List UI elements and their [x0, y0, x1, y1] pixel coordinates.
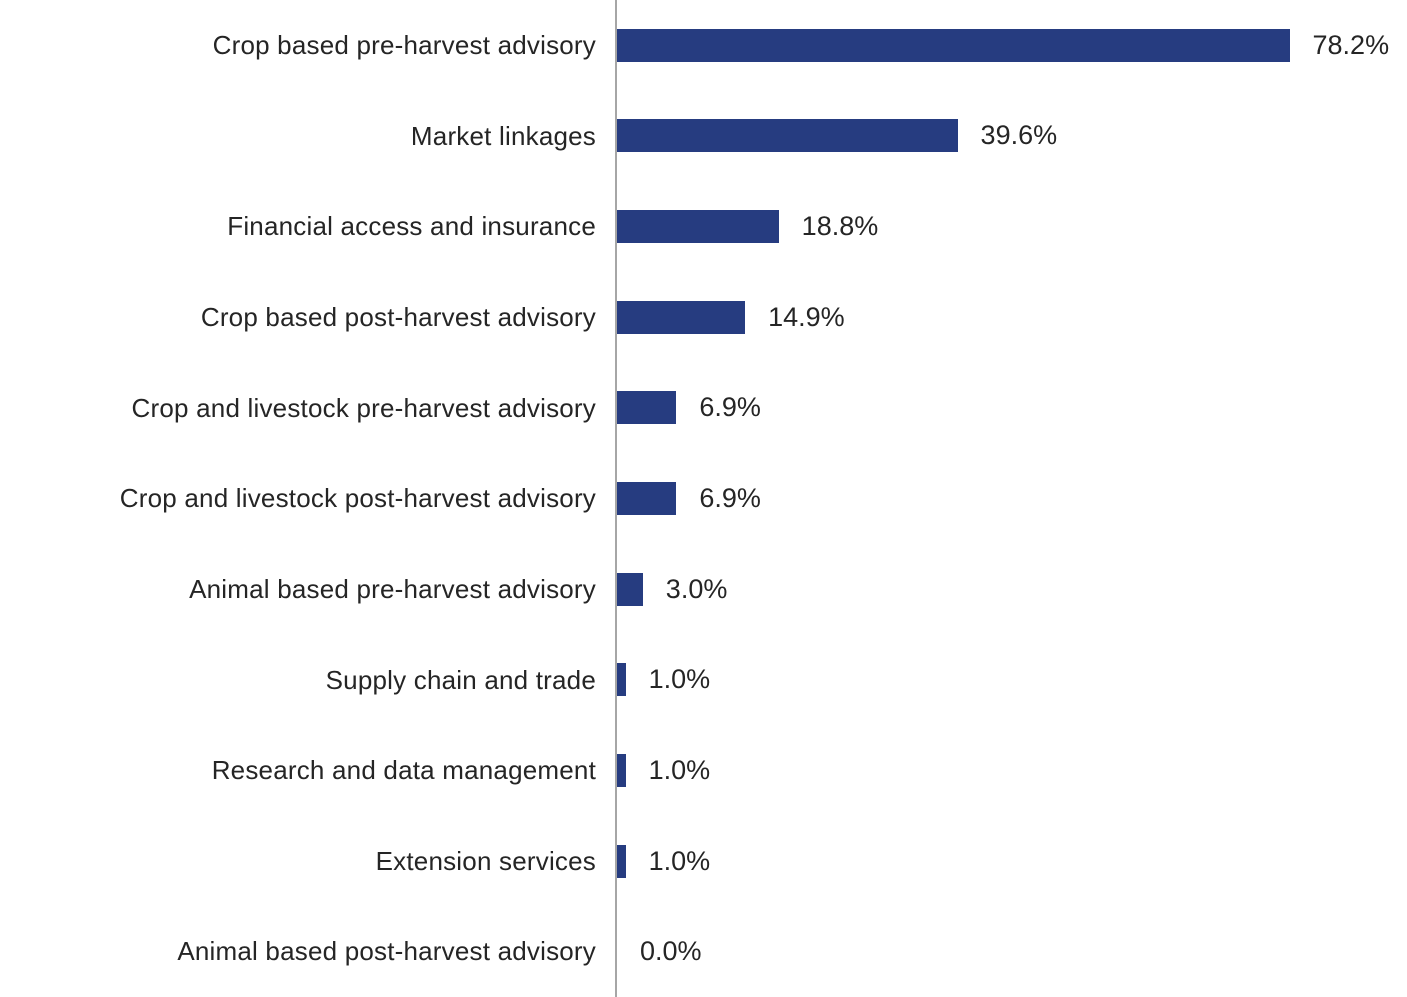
bar	[617, 482, 677, 516]
plot-row: 0.0%	[615, 906, 1407, 997]
chart-row: Financial access and insurance 18.8%	[0, 181, 1407, 272]
chart-row: Crop based pre-harvest advisory 78.2%	[0, 0, 1407, 91]
value-label: 14.9%	[768, 301, 845, 332]
category-label: Crop and livestock post-harvest advisory	[119, 483, 596, 514]
bar	[617, 28, 1290, 62]
chart-row: Crop based post-harvest advisory 14.9%	[0, 271, 1407, 363]
bar	[617, 572, 643, 606]
plot-row: 78.2%	[615, 0, 1407, 91]
bar	[617, 663, 626, 697]
category-label: Supply chain and trade	[325, 664, 596, 695]
plot-row: 1.0%	[615, 815, 1407, 907]
chart-row: Crop and livestock post-harvest advisory…	[0, 453, 1407, 544]
bar	[617, 119, 958, 153]
chart-row: Research and data management 1.0%	[0, 725, 1407, 816]
value-label: 6.9%	[699, 392, 761, 423]
value-label: 1.0%	[648, 754, 711, 785]
value-label: 39.6%	[980, 120, 1058, 151]
value-label: 1.0%	[648, 845, 711, 876]
plot-row: 18.8%	[615, 181, 1407, 272]
value-label: 78.2%	[1312, 29, 1390, 60]
category-label: Animal based post-harvest advisory	[177, 936, 596, 967]
category-label: Financial access and insurance	[227, 211, 596, 242]
plot-row: 39.6%	[615, 90, 1407, 182]
category-label: Market linkages	[410, 120, 596, 151]
chart-row: Crop and livestock pre-harvest advisory …	[0, 362, 1407, 454]
value-label: 18.8%	[801, 211, 879, 242]
plot-row: 6.9%	[615, 362, 1407, 454]
value-label: 3.0%	[665, 573, 728, 604]
plot-row: 1.0%	[615, 725, 1407, 816]
category-label: Research and data management	[211, 755, 596, 786]
bar	[617, 391, 677, 425]
category-label: Crop based pre-harvest advisory	[212, 30, 596, 61]
chart-row: Supply chain and trade 1.0%	[0, 634, 1407, 726]
bar	[617, 300, 746, 334]
category-label: Extension services	[375, 845, 596, 876]
bar	[617, 210, 779, 244]
category-label: Crop based post-harvest advisory	[200, 301, 596, 332]
value-label: 6.9%	[699, 483, 761, 514]
chart-row: Extension services 1.0%	[0, 815, 1407, 907]
plot-row: 6.9%	[615, 453, 1407, 544]
plot-row: 3.0%	[615, 543, 1407, 635]
chart-row: Animal based post-harvest advisory 0.0%	[0, 906, 1407, 997]
value-label: 0.0%	[640, 936, 702, 967]
chart-row: Market linkages 39.6%	[0, 90, 1407, 182]
plot-row: 1.0%	[615, 634, 1407, 726]
chart-row: Animal based pre-harvest advisory 3.0%	[0, 543, 1407, 635]
plot-row: 14.9%	[615, 271, 1407, 363]
bar	[617, 844, 626, 878]
category-label: Crop and livestock pre-harvest advisory	[131, 392, 596, 423]
bar	[617, 753, 626, 787]
category-label: Animal based pre-harvest advisory	[189, 573, 596, 604]
value-label: 1.0%	[648, 664, 711, 695]
